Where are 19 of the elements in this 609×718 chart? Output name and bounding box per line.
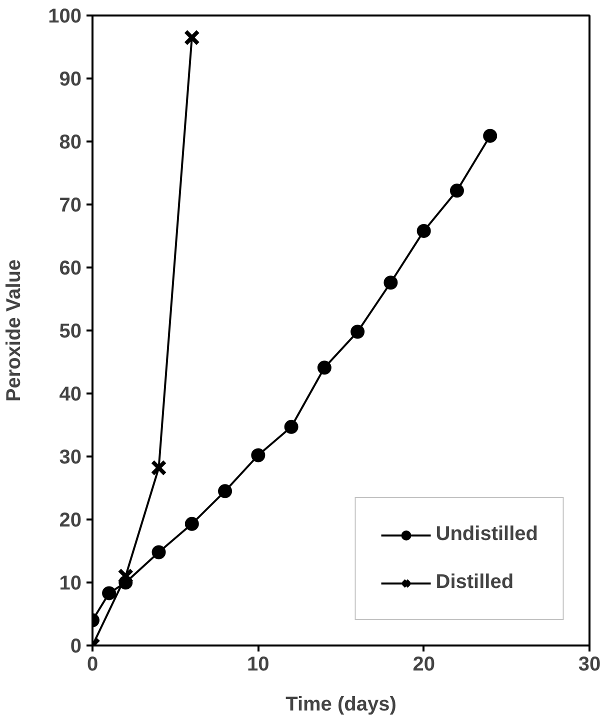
x-tick-label: 0 <box>86 654 98 676</box>
y-tick-label: 70 <box>59 194 82 216</box>
x-axis-title: Time (days) <box>286 694 396 716</box>
legend-label: Distilled <box>436 571 514 594</box>
y-tick-label: 10 <box>59 572 82 594</box>
y-tick-label: 30 <box>59 446 82 468</box>
x-tick-label: 20 <box>412 654 435 676</box>
y-tick-label: 20 <box>59 510 82 532</box>
x-tick-label: 10 <box>247 654 270 676</box>
y-tick-label: 0 <box>70 636 82 658</box>
y-tick-label: 50 <box>59 320 82 342</box>
y-tick-label: 80 <box>59 132 82 154</box>
x-tick-label: 30 <box>578 654 601 676</box>
y-axis-title: Peroxide Value <box>3 259 26 402</box>
y-tick-label: 40 <box>59 384 82 406</box>
y-tick-label: 100 <box>48 6 82 28</box>
y-tick-label: 90 <box>59 68 82 90</box>
legend-label: Undistilled <box>436 523 538 546</box>
y-tick-label: 60 <box>59 258 82 280</box>
